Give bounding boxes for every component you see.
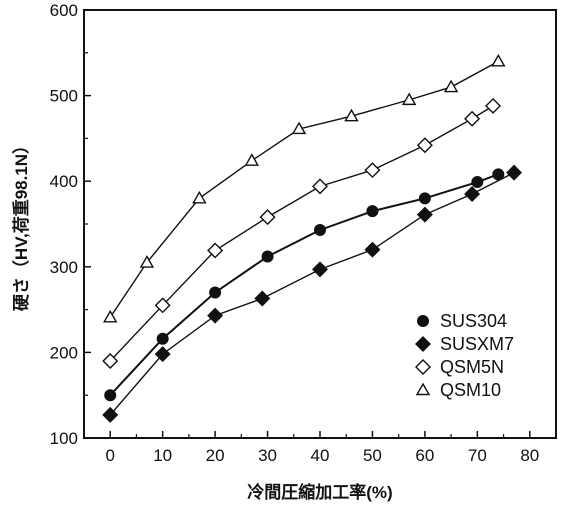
x-tick-label: 50 bbox=[363, 446, 382, 465]
point-marker bbox=[244, 153, 260, 166]
legend-label: SUS304 bbox=[440, 311, 507, 331]
x-tick-label: 80 bbox=[520, 446, 539, 465]
point-marker bbox=[312, 261, 328, 278]
series-susxm7 bbox=[102, 164, 523, 423]
y-tick-label: 400 bbox=[50, 172, 78, 191]
legend-item: QSM5N bbox=[415, 357, 504, 377]
point-marker bbox=[366, 205, 379, 218]
x-tick-label: 30 bbox=[258, 446, 277, 465]
point-marker bbox=[471, 176, 484, 189]
legend-label: SUSXM7 bbox=[440, 334, 514, 354]
legend-item: SUSXM7 bbox=[415, 334, 514, 354]
y-tick-label: 600 bbox=[50, 1, 78, 20]
point-marker bbox=[139, 255, 155, 268]
point-marker bbox=[261, 250, 274, 263]
x-tick-label: 20 bbox=[206, 446, 225, 465]
x-tick-label: 40 bbox=[311, 446, 330, 465]
point-marker bbox=[207, 307, 224, 324]
point-marker bbox=[415, 336, 431, 352]
point-marker bbox=[416, 137, 433, 154]
x-tick-label: 0 bbox=[105, 446, 114, 465]
point-marker bbox=[364, 162, 381, 179]
point-marker bbox=[102, 352, 119, 369]
point-marker bbox=[364, 241, 381, 258]
series-line bbox=[109, 105, 494, 362]
y-tick-label: 100 bbox=[50, 429, 78, 448]
y-axis-ticks: 100 200 300 400 500 600 bbox=[50, 1, 91, 448]
x-tick-label: 10 bbox=[153, 446, 172, 465]
series-sus304 bbox=[104, 168, 505, 402]
series-line bbox=[109, 60, 499, 318]
point-marker bbox=[104, 389, 117, 402]
legend-label: QSM10 bbox=[440, 380, 501, 400]
y-tick-label: 300 bbox=[50, 258, 78, 277]
x-tick-label: 60 bbox=[415, 446, 434, 465]
x-axis-ticks: 0 10 20 30 40 50 60 70 80 bbox=[105, 431, 539, 465]
point-marker bbox=[415, 382, 431, 396]
point-marker bbox=[103, 309, 118, 323]
point-marker bbox=[344, 108, 359, 122]
series-qsm5n bbox=[102, 97, 502, 369]
point-marker bbox=[209, 286, 222, 299]
legend-item: SUS304 bbox=[417, 311, 507, 331]
legend-label: QSM5N bbox=[440, 357, 504, 377]
point-marker bbox=[415, 359, 431, 375]
point-marker bbox=[492, 168, 505, 181]
point-marker bbox=[291, 121, 307, 135]
point-marker bbox=[464, 110, 481, 127]
point-marker bbox=[156, 332, 169, 345]
point-marker bbox=[207, 242, 224, 259]
point-marker bbox=[102, 406, 119, 423]
point-marker bbox=[254, 290, 271, 307]
series-line bbox=[109, 172, 515, 416]
y-axis-title: 硬さ（HV,荷重98.1N） bbox=[11, 137, 31, 311]
x-tick-label: 70 bbox=[468, 446, 487, 465]
point-marker bbox=[418, 192, 431, 205]
x-axis-title: 冷間圧縮加工率(%) bbox=[247, 482, 392, 502]
point-marker bbox=[192, 190, 207, 204]
point-marker bbox=[464, 186, 481, 203]
point-marker bbox=[154, 346, 171, 363]
point-marker bbox=[312, 178, 328, 195]
point-marker bbox=[491, 53, 506, 67]
point-marker bbox=[416, 206, 433, 223]
point-marker bbox=[443, 79, 459, 93]
point-marker bbox=[154, 297, 171, 314]
series-qsm10 bbox=[103, 53, 506, 323]
legend: SUS304 SUSXM7 QSM5N QSM10 bbox=[415, 311, 514, 400]
point-marker bbox=[259, 209, 276, 226]
y-tick-label: 200 bbox=[50, 343, 78, 362]
point-marker bbox=[314, 223, 326, 236]
point-marker bbox=[401, 92, 417, 106]
point-marker bbox=[485, 97, 502, 114]
series-layer bbox=[102, 53, 523, 423]
point-marker bbox=[417, 315, 429, 327]
point-marker bbox=[506, 164, 523, 181]
legend-item: QSM10 bbox=[415, 380, 501, 400]
y-tick-label: 500 bbox=[50, 87, 78, 106]
